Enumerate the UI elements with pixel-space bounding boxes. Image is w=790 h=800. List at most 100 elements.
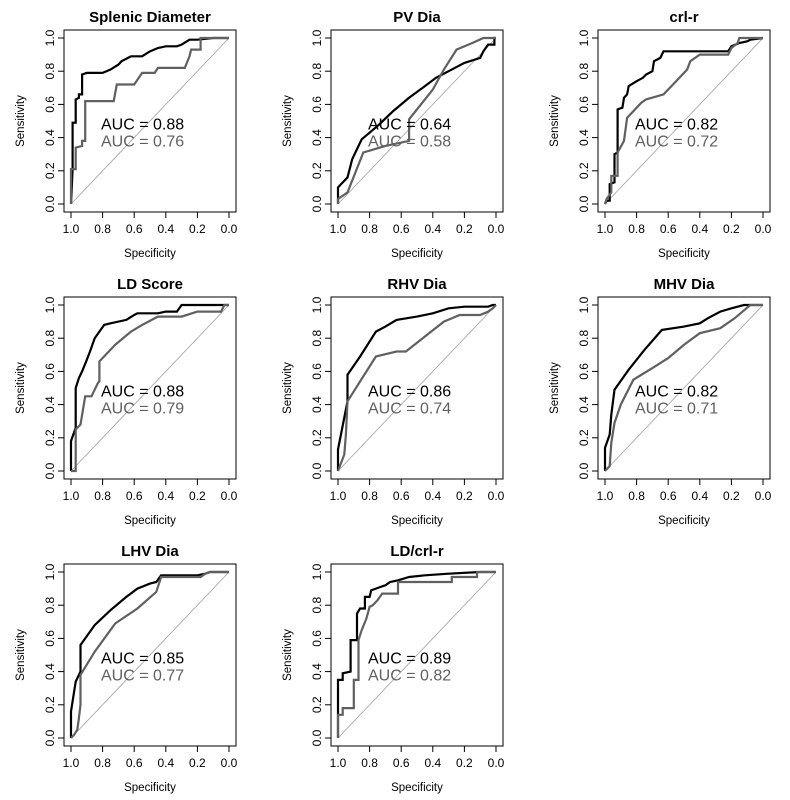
roc-curve-gray — [603, 36, 763, 205]
auc-label: AUC = 0.89 — [368, 650, 451, 667]
plot-frame — [63, 29, 237, 213]
roc-curve-gray — [69, 36, 229, 204]
diagonal-reference-line — [337, 37, 497, 205]
x-tick-label: 0.8 — [361, 489, 378, 503]
y-axis-label: Sensitivity — [15, 95, 27, 147]
x-tick-label: 1.0 — [63, 222, 80, 236]
x-tick-label: 1.0 — [330, 489, 347, 503]
y-tick-label: 0.2 — [43, 162, 57, 179]
y-tick-label: 0.8 — [310, 597, 324, 614]
panel-title: Splenic Diameter — [89, 9, 211, 26]
plot-frame — [63, 296, 237, 480]
y-tick-label: 0.6 — [577, 363, 591, 380]
roc-curve-black — [69, 570, 229, 738]
diagonal-reference-line — [604, 304, 764, 472]
x-axis-label: Specificity — [391, 782, 443, 794]
x-tick-label: 0.0 — [755, 489, 772, 503]
y-tick-label: 0.2 — [310, 429, 324, 446]
x-axis-label: Specificity — [124, 248, 176, 260]
y-tick-label: 0.2 — [577, 162, 591, 179]
plot-frame — [330, 563, 504, 747]
auc-label: AUC = 0.74 — [368, 400, 451, 417]
x-tick-label: 1.0 — [330, 222, 347, 236]
y-tick-label: 0.8 — [43, 63, 57, 80]
x-tick-label: 0.4 — [157, 222, 174, 236]
y-tick-label: 1.0 — [577, 29, 591, 46]
x-tick-label: 0.2 — [456, 489, 473, 503]
y-axis-label: Sensitivity — [282, 362, 294, 414]
x-tick-label: 1.0 — [330, 756, 347, 770]
y-tick-label: 0.4 — [43, 129, 57, 146]
x-tick-label: 0.2 — [456, 222, 473, 236]
y-tick-label: 1.0 — [43, 296, 57, 313]
plot-frame — [63, 563, 237, 747]
x-tick-label: 0.4 — [157, 489, 174, 503]
auc-label: AUC = 0.79 — [101, 400, 184, 417]
y-tick-label: 0.6 — [310, 96, 324, 113]
x-axis-label: Specificity — [124, 515, 176, 527]
x-tick-label: 1.0 — [597, 489, 614, 503]
y-tick-label: 0.0 — [310, 462, 324, 479]
roc-curve-black — [603, 303, 763, 471]
roc-curve-black — [336, 303, 496, 471]
y-tick-label: 0.8 — [310, 63, 324, 80]
x-tick-label: 0.8 — [628, 222, 645, 236]
panel-title: crl-r — [669, 9, 698, 26]
roc-curve-gray — [70, 570, 229, 739]
x-tick-label: 0.8 — [94, 756, 111, 770]
auc-label: AUC = 0.64 — [368, 116, 451, 133]
y-tick-label: 1.0 — [310, 563, 324, 580]
roc-curve-black — [604, 36, 764, 205]
diagonal-reference-line — [70, 571, 230, 739]
auc-label: AUC = 0.58 — [368, 133, 451, 150]
y-tick-label: 0.8 — [310, 330, 324, 347]
auc-label: AUC = 0.77 — [101, 667, 184, 684]
y-tick-label: 0.8 — [577, 63, 591, 80]
panel-title: MHV Dia — [654, 276, 716, 293]
y-tick-label: 0.4 — [43, 396, 57, 413]
x-axis-label: Specificity — [124, 782, 176, 794]
x-tick-label: 0.6 — [393, 222, 410, 236]
y-tick-label: 0.2 — [310, 696, 324, 713]
auc-label: AUC = 0.82 — [368, 667, 451, 684]
diagonal-reference-line — [70, 37, 230, 205]
roc-curve-gray — [604, 303, 763, 472]
x-tick-label: 0.0 — [221, 489, 238, 503]
diagonal-reference-line — [337, 304, 497, 472]
x-tick-label: 0.2 — [189, 756, 206, 770]
panel-title: RHV Dia — [387, 276, 447, 293]
x-tick-label: 0.6 — [660, 489, 677, 503]
y-axis-label: Sensitivity — [549, 362, 561, 414]
plot-frame — [597, 29, 771, 213]
y-tick-label: 0.2 — [577, 429, 591, 446]
y-tick-label: 0.0 — [577, 462, 591, 479]
y-axis-label: Sensitivity — [549, 95, 561, 147]
x-tick-label: 0.8 — [94, 489, 111, 503]
x-tick-label: 0.6 — [126, 489, 143, 503]
y-tick-label: 0.2 — [43, 429, 57, 446]
x-axis-label: Specificity — [658, 248, 710, 260]
auc-label: AUC = 0.71 — [635, 400, 718, 417]
y-tick-label: 0.8 — [43, 597, 57, 614]
y-tick-label: 0.6 — [43, 96, 57, 113]
y-tick-label: 0.4 — [310, 129, 324, 146]
y-tick-label: 0.6 — [310, 363, 324, 380]
y-tick-label: 0.6 — [43, 630, 57, 647]
y-tick-label: 0.4 — [310, 663, 324, 680]
diagonal-reference-line — [604, 37, 764, 205]
y-tick-label: 0.0 — [577, 195, 591, 212]
y-axis-label: Sensitivity — [15, 362, 27, 414]
x-tick-label: 0.4 — [691, 222, 708, 236]
diagonal-reference-line — [70, 304, 230, 472]
roc-curve-black — [336, 36, 496, 204]
x-tick-label: 0.2 — [456, 756, 473, 770]
y-tick-label: 0.0 — [310, 729, 324, 746]
y-tick-label: 0.4 — [577, 396, 591, 413]
x-tick-label: 0.8 — [628, 489, 645, 503]
